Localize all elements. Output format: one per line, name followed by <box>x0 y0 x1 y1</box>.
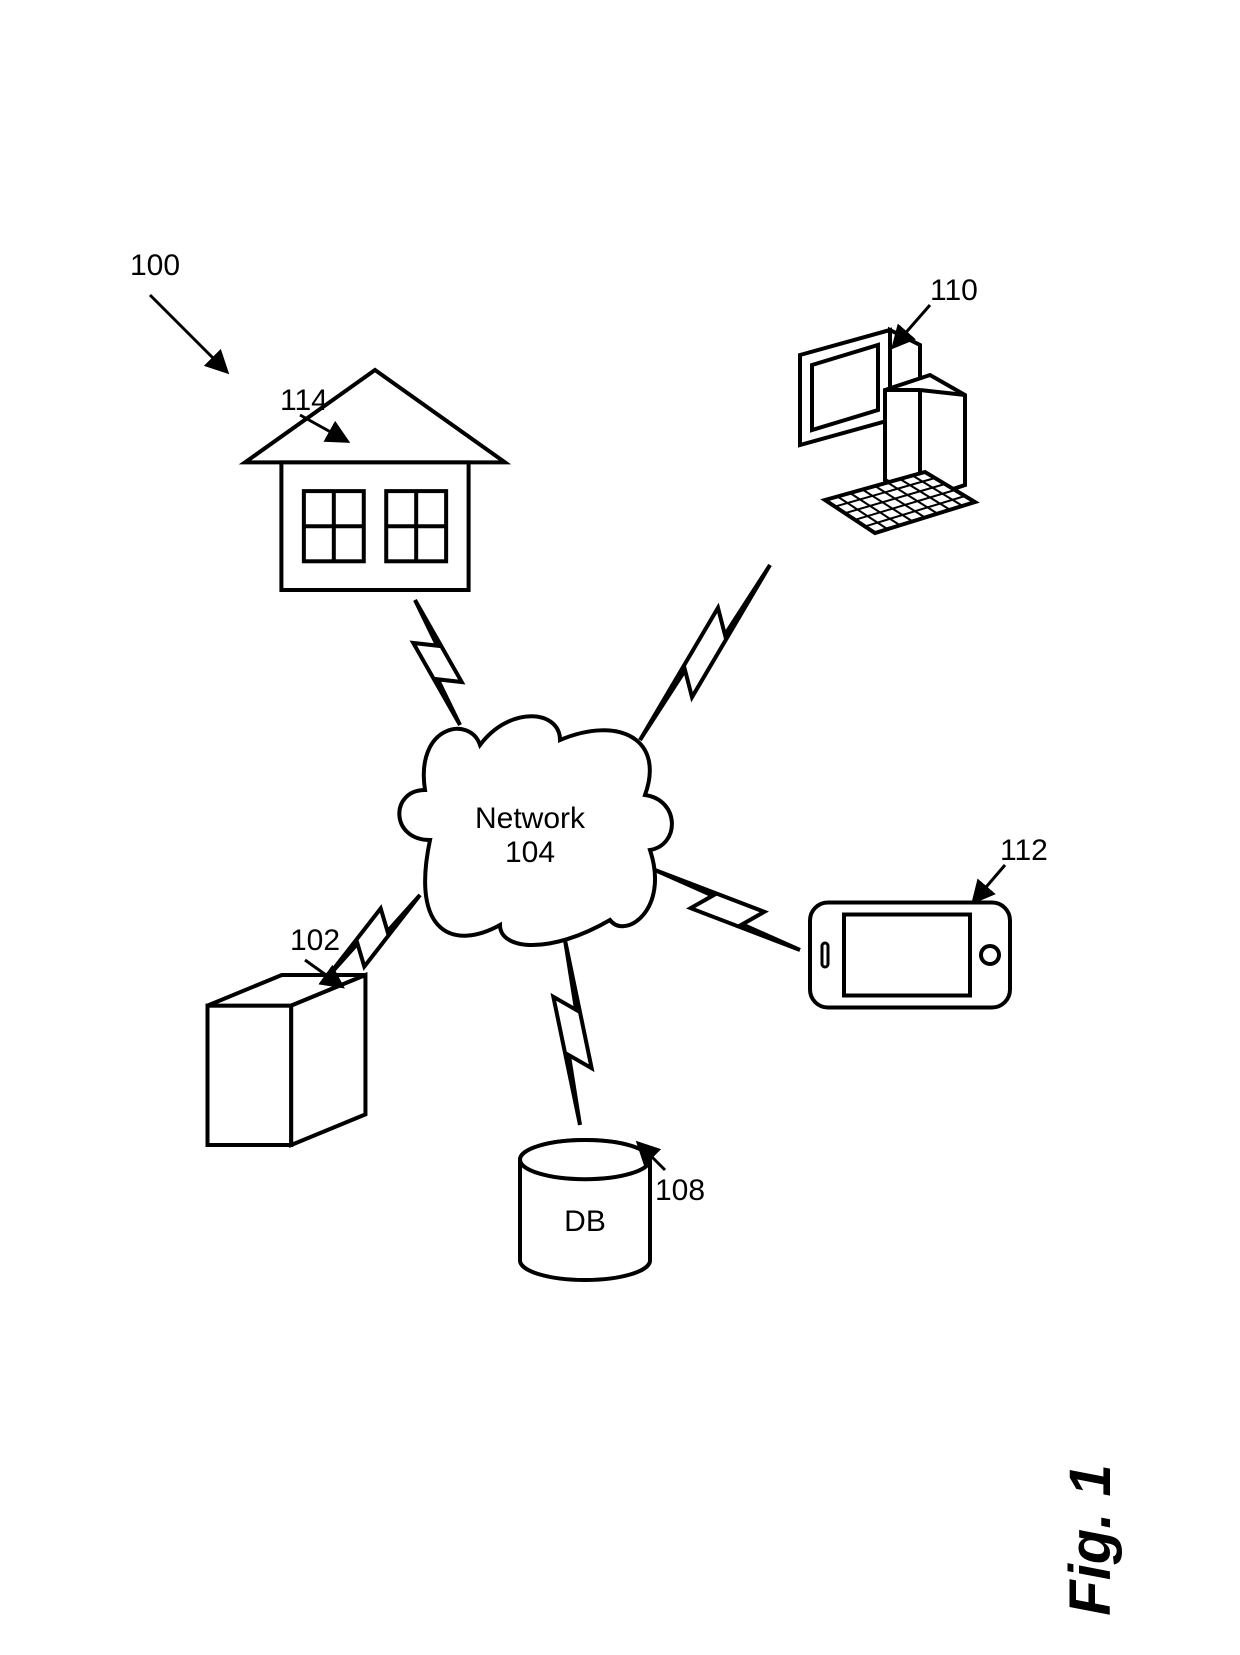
phone-node: 112 <box>810 834 1048 1008</box>
phone-ref-label: 112 <box>1000 834 1048 867</box>
phone-ref-arrow <box>975 865 1005 900</box>
house-ref-label: 114 <box>280 384 328 417</box>
zigzag-edge <box>549 939 596 1127</box>
system-ref: 100 <box>130 249 225 370</box>
desktop-computer-icon <box>800 330 975 533</box>
database-ref-label: 108 <box>655 1174 705 1207</box>
server-box-icon <box>208 975 366 1145</box>
computer-ref-label: 110 <box>930 274 978 307</box>
database-label: DB <box>564 1205 606 1238</box>
zigzag-edge <box>647 856 808 964</box>
server-ref-label: 102 <box>290 924 340 957</box>
figure-canvas: 100 Network 104 114 110 112 102 DB 108 <box>0 0 1240 1655</box>
database-node: DB 108 <box>520 1140 705 1280</box>
computer-ref-arrow <box>895 305 930 345</box>
network-ref: 104 <box>505 836 555 869</box>
zigzag-edge <box>627 555 783 749</box>
network-label: Network <box>475 802 586 835</box>
zigzag-edge <box>400 595 475 731</box>
system-ref-label: 100 <box>130 249 180 282</box>
computer-node: 110 <box>800 274 978 533</box>
house-node: 114 <box>245 370 505 590</box>
system-ref-arrow <box>150 295 225 370</box>
network-cloud-node: Network 104 <box>399 716 672 945</box>
smartphone-icon <box>810 903 1010 1008</box>
figure-title: Fig. 1 <box>1058 1464 1123 1615</box>
